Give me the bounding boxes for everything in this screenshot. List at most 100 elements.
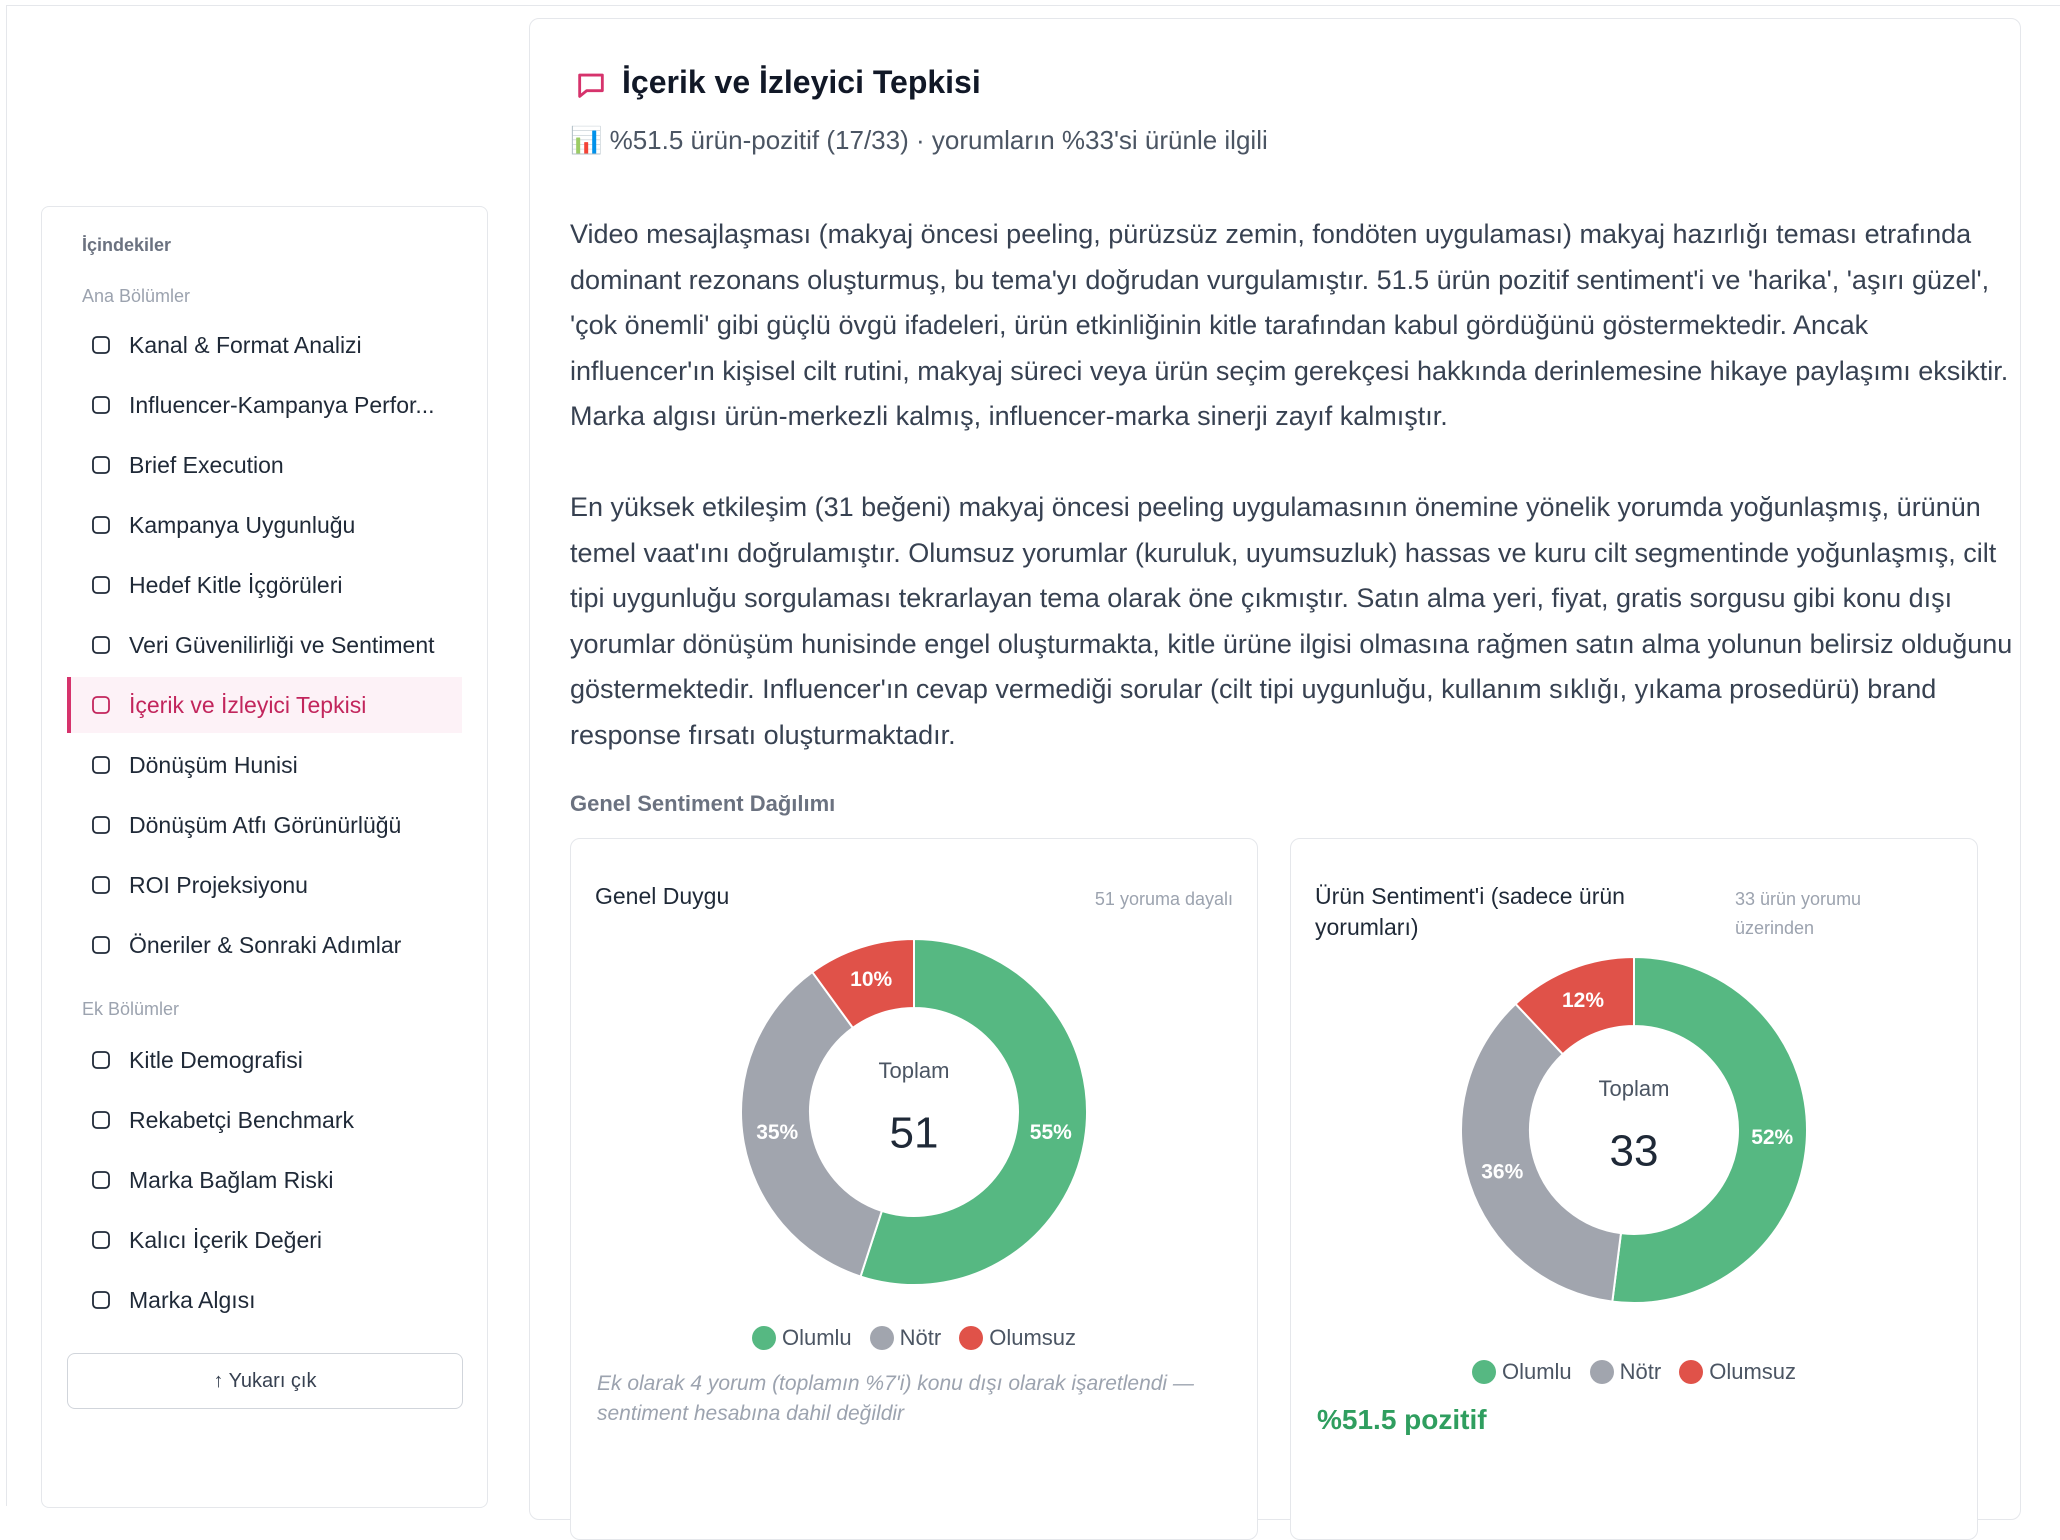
item-icon (92, 396, 110, 414)
toc-label: Veri Güvenilirliği ve Sentiment (129, 631, 435, 658)
toc-label: İçerik ve İzleyici Tepkisi (129, 691, 367, 718)
toc-label: Marka Bağlam Riski (129, 1166, 334, 1193)
legend-swatch (959, 1326, 984, 1350)
legend-label: Olumlu (1501, 1359, 1572, 1384)
section-title: İçerik ve İzleyici Tepkisi (622, 64, 981, 100)
value-label: 12% (1562, 989, 1604, 1012)
toc-item[interactable]: Marka Algısı (67, 1272, 462, 1328)
legend-label: Nötr (1619, 1359, 1662, 1384)
toc-label: Dönüşüm Atfı Görünürlüğü (129, 811, 402, 838)
group-label: Ek Bölümler (82, 999, 180, 1019)
item-icon (92, 1171, 110, 1189)
item-icon (92, 576, 110, 594)
toc-item[interactable]: Veri Güvenilirliği ve Sentiment (67, 617, 462, 673)
icon-shape (92, 876, 110, 894)
icon-shape (92, 696, 110, 714)
legend-item: Olumlu (1471, 1359, 1572, 1385)
legend-item: Olumsuz (1679, 1359, 1796, 1385)
toc-item[interactable]: Rekabetçi Benchmark (67, 1092, 462, 1148)
icon-shape (92, 516, 110, 534)
item-icon (92, 876, 110, 894)
icon-shape (92, 756, 110, 774)
item-icon (92, 816, 110, 834)
item-icon (92, 516, 110, 534)
icon-shape (92, 1291, 110, 1309)
paragraph: Video mesajlaşması (makyaj öncesi peelin… (570, 219, 2009, 432)
value-label: 52% (1751, 1126, 1793, 1149)
icon-shape (92, 816, 110, 834)
toc-item[interactable]: Brief Execution (67, 437, 462, 493)
donut-segment (1459, 1002, 1623, 1303)
center-value: 33 (1610, 1127, 1659, 1176)
legend-label: Olumlu (781, 1325, 852, 1350)
toc-item[interactable]: Kitle Demografisi (67, 1032, 462, 1088)
item-icon (92, 1111, 110, 1129)
legend-item: Olumlu (751, 1325, 852, 1351)
icon-shape (92, 336, 110, 354)
chart-subtitle: 51 yoruma dayalı (1094, 889, 1233, 909)
main-card: İçerik ve İzleyici Tepkisi 📊 %51.5 ürün-… (529, 18, 2021, 1540)
legend-item: Nötr (869, 1325, 942, 1351)
toc-item[interactable]: Marka Bağlam Riski (67, 1152, 462, 1208)
legend: Olumlu Nötr Olumsuz (571, 1325, 1257, 1351)
legend-swatch (751, 1326, 776, 1350)
icon-shape (92, 1051, 110, 1069)
chart-card: Genel Duygu 51 yoruma dayalı 55% 35% 10% Topl… (570, 838, 1258, 1540)
toc-label: Rekabetçi Benchmark (129, 1106, 354, 1133)
icon-shape (92, 1171, 110, 1189)
toc-item[interactable]: Influencer-Kampanya Perfor... (67, 377, 462, 433)
toc-item[interactable]: Dönüşüm Hunisi (67, 737, 462, 793)
item-icon (92, 1051, 110, 1069)
donut-segment (859, 937, 1088, 1286)
legend-swatch (1471, 1360, 1496, 1384)
sidebar: İçindekiler Ana Bölümler Ek Bölümler ↑ Y… (41, 206, 488, 1508)
toc-label: Kampanya Uygunluğu (129, 511, 356, 538)
chart-card: Ürün Sentiment'i (sadece ürün yorumları)… (1290, 838, 1978, 1540)
item-icon (92, 636, 110, 654)
section-subtitle: 📊 %51.5 ürün-pozitif (17/33) · yorumları… (570, 125, 1268, 155)
icon-shape (92, 936, 110, 954)
icon-shape (92, 396, 110, 414)
toc-item[interactable]: Dönüşüm Atfı Görünürlüğü (67, 797, 462, 853)
chart-title: Ürün Sentiment'i (sadece ürün yorumları) (1315, 883, 1625, 940)
center-label: Toplam (1599, 1076, 1670, 1101)
legend-swatch (1589, 1360, 1614, 1384)
icon-shape (92, 1231, 110, 1249)
footnote: Ek olarak 4 yorum (toplamın %7'i) konu d… (597, 1372, 1194, 1425)
icon-shape (92, 456, 110, 474)
toc-item[interactable]: Kampanya Uygunluğu (67, 497, 462, 553)
toc-item[interactable]: Öneriler & Sonraki Adımlar (67, 917, 462, 973)
toc-item[interactable]: Hedef Kitle İçgörüleri (67, 557, 462, 613)
toc-item[interactable]: Kalıcı İçerik Değeri (67, 1212, 462, 1268)
top-button[interactable]: ↑ Yukarı çık (67, 1353, 463, 1409)
donut-segment (810, 937, 915, 1030)
donut-segment (1611, 955, 1808, 1304)
legend-label: Olumsuz (989, 1325, 1077, 1350)
toc-label: Kanal & Format Analizi (129, 331, 362, 358)
toc-label: Hedef Kitle İçgörüleri (129, 571, 343, 598)
item-icon (92, 756, 110, 774)
legend-label: Olumsuz (1709, 1359, 1797, 1384)
toc-label: Öneriler & Sonraki Adımlar (129, 931, 402, 958)
toc-label: Brief Execution (129, 451, 284, 478)
chart-subtitle: 33 ürün yorumu üzerinden (1735, 889, 1862, 938)
toc-label: Dönüşüm Hunisi (129, 751, 298, 778)
value-label: 36% (1481, 1160, 1523, 1183)
toc-label: Influencer-Kampanya Perfor... (129, 391, 435, 418)
item-icon (92, 1291, 110, 1309)
toc-label: Marka Algısı (129, 1286, 256, 1313)
legend-label: Nötr (899, 1325, 942, 1350)
toc-item[interactable]: Kanal & Format Analizi (67, 317, 462, 373)
toc-item[interactable]: İçerik ve İzleyici Tepkisi (67, 677, 462, 733)
title-icon (578, 73, 604, 98)
item-icon (92, 456, 110, 474)
toc-label: Kitle Demografisi (129, 1046, 303, 1073)
legend-swatch (869, 1326, 894, 1350)
footnote: %51.5 pozitif (1317, 1404, 1487, 1435)
sidebar-heading: İçindekiler (82, 235, 172, 255)
chart-title: Genel Duygu (595, 883, 730, 909)
paragraph: En yüksek etkileşim (31 beğeni) makyaj ö… (570, 492, 2013, 750)
group-label: Ana Bölümler (82, 286, 191, 306)
toc-item[interactable]: ROI Projeksiyonu (67, 857, 462, 913)
icon-shape (92, 576, 110, 594)
